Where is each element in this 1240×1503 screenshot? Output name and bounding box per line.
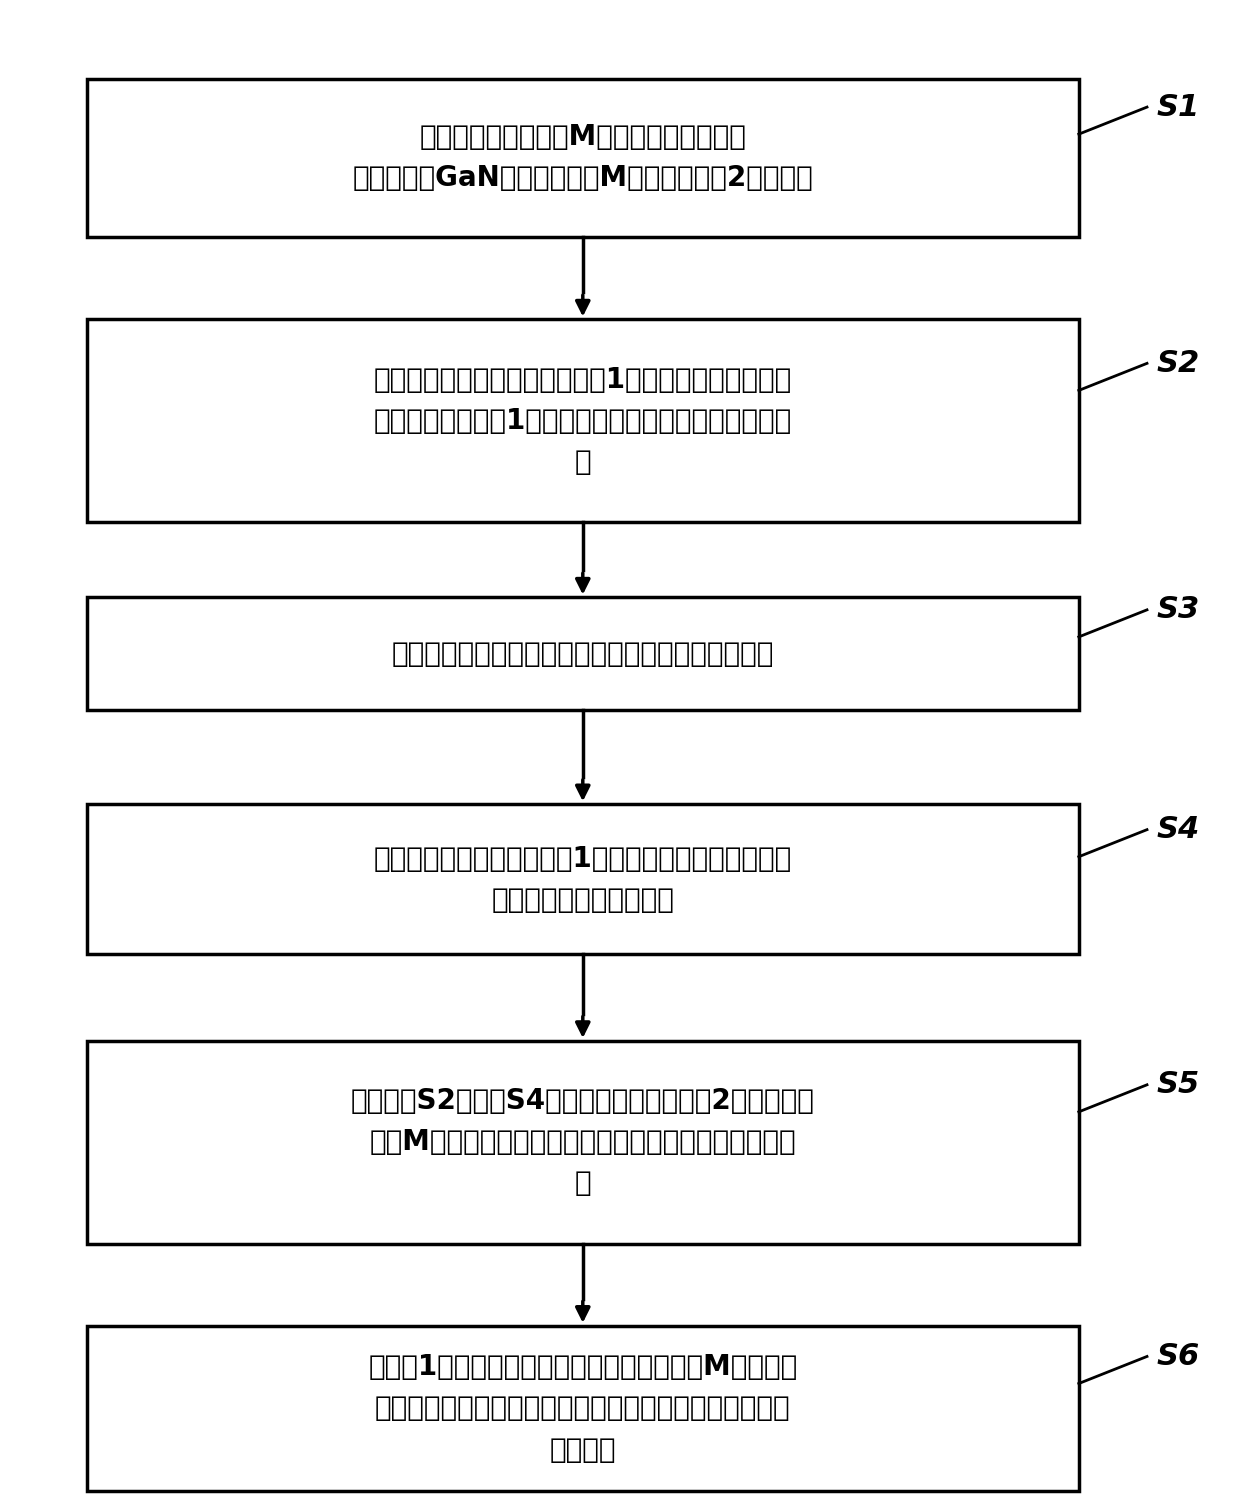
Text: S3: S3 <box>1157 595 1200 624</box>
Bar <box>87 320 1079 523</box>
Text: S1: S1 <box>1157 93 1200 122</box>
Text: S5: S5 <box>1157 1070 1200 1099</box>
Text: 根据电子能量损失谱分析第1个测试区域内的杂质原子的
种类以及杂质原子的数量: 根据电子能量损失谱分析第1个测试区域内的杂质原子的 种类以及杂质原子的数量 <box>373 845 792 914</box>
Bar <box>87 598 1079 711</box>
Bar <box>87 804 1079 954</box>
Text: 使用入射电子束入射至样品的第1个测试区域，使入射电
子束中的电子在第1个测试区域发生弹性散射和非弹性散
射: 使用入射电子束入射至样品的第1个测试区域，使入射电 子束中的电子在第1个测试区域… <box>373 365 792 476</box>
Text: S6: S6 <box>1157 1342 1200 1371</box>
Bar <box>87 78 1079 236</box>
Bar <box>87 1040 1079 1244</box>
Text: 根据第1个测试区域内的杂质原子的数量至第M个测试区
域内的杂质原子的数量，分析样品中痕量杂质元素的深度
纵向分布: 根据第1个测试区域内的杂质原子的数量至第M个测试区 域内的杂质原子的数量，分析样… <box>368 1353 797 1464</box>
Text: 获取电子在发生非弹性散射过程中的电子能量损失谱: 获取电子在发生非弹性散射过程中的电子能量损失谱 <box>392 640 774 667</box>
Text: 按照步骤S2至步骤S4中相同的方式，分析第2个测试区域
至第M个测试区域内的杂质原子的种类以及杂质原子的数
量: 按照步骤S2至步骤S4中相同的方式，分析第2个测试区域 至第M个测试区域内的杂质… <box>351 1087 815 1198</box>
Bar <box>87 1326 1079 1491</box>
Text: S2: S2 <box>1157 349 1200 377</box>
Text: 制备样品，样品包括M个测试区域，不同的
测试区域的GaN的厚度不同，M为大于或等于2的正整数: 制备样品，样品包括M个测试区域，不同的 测试区域的GaN的厚度不同，M为大于或等… <box>352 123 813 192</box>
Text: S4: S4 <box>1157 815 1200 845</box>
